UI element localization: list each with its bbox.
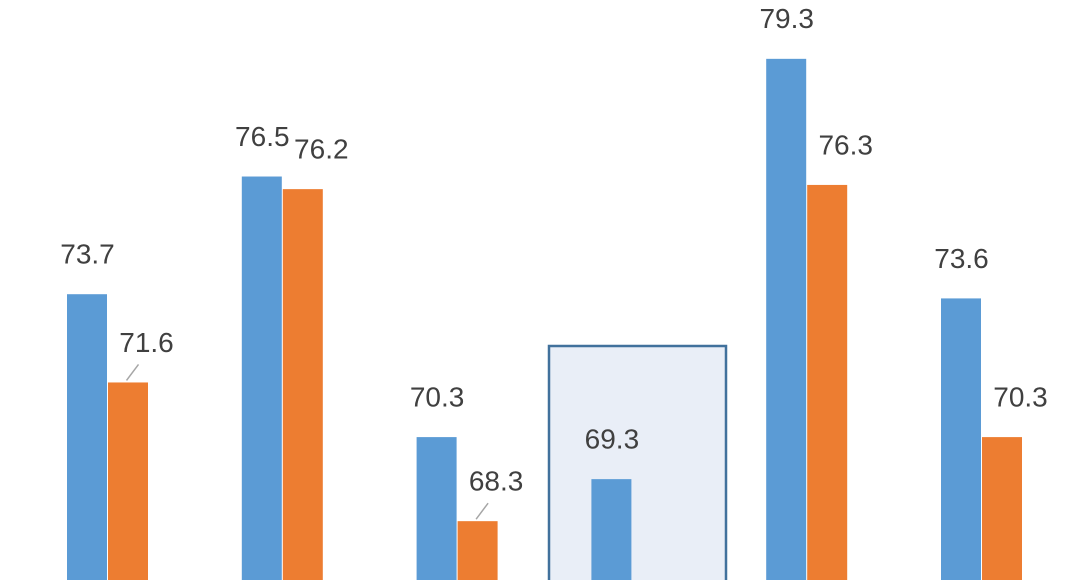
bar (941, 298, 981, 580)
bar (457, 521, 498, 580)
data-label: 76.3 (818, 129, 873, 160)
leader-line (475, 502, 489, 520)
bar (241, 176, 282, 580)
data-label: 68.3 (469, 466, 524, 497)
bar (108, 382, 148, 580)
bar (807, 184, 848, 580)
bar (591, 479, 632, 580)
data-label: 73.7 (60, 239, 115, 270)
data-label: 76.5 (235, 121, 290, 152)
data-label: 71.6 (119, 327, 174, 358)
bar (982, 437, 1022, 580)
data-label: 70.3 (410, 381, 465, 412)
bar (416, 437, 457, 580)
highlight-box (547, 344, 728, 580)
data-label: 76.2 (294, 134, 349, 165)
leader-line (125, 364, 140, 381)
bar (282, 189, 323, 580)
data-label: 70.3 (993, 381, 1048, 412)
bar (67, 294, 107, 580)
data-label: 79.3 (759, 3, 814, 34)
bar (766, 58, 807, 580)
data-label: 73.6 (934, 243, 989, 274)
data-label: 69.3 (585, 424, 640, 455)
